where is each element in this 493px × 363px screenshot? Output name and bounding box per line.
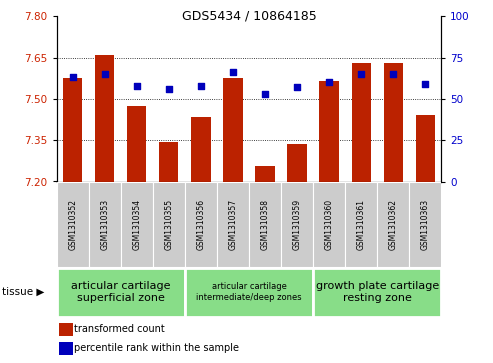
Point xyxy=(197,83,205,89)
Text: GDS5434 / 10864185: GDS5434 / 10864185 xyxy=(181,9,317,22)
Point xyxy=(293,85,301,90)
Text: GSM1310363: GSM1310363 xyxy=(421,199,430,250)
Text: GSM1310361: GSM1310361 xyxy=(356,199,366,250)
Bar xyxy=(63,78,82,182)
Bar xyxy=(249,182,281,267)
Bar xyxy=(287,144,307,182)
Point xyxy=(229,70,237,76)
Text: GSM1310354: GSM1310354 xyxy=(132,199,141,250)
Bar xyxy=(313,268,441,317)
Text: GSM1310355: GSM1310355 xyxy=(164,199,174,250)
Point xyxy=(421,81,429,87)
Bar xyxy=(352,63,371,182)
Text: GSM1310356: GSM1310356 xyxy=(196,199,206,250)
Bar xyxy=(345,182,377,267)
Text: GSM1310357: GSM1310357 xyxy=(228,199,238,250)
Bar xyxy=(185,182,217,267)
Text: percentile rank within the sample: percentile rank within the sample xyxy=(74,343,240,353)
Point xyxy=(389,71,397,77)
Text: GSM1310358: GSM1310358 xyxy=(260,199,270,250)
Point xyxy=(165,86,173,92)
Text: GSM1310359: GSM1310359 xyxy=(292,199,302,250)
Bar xyxy=(153,182,185,267)
Bar xyxy=(185,268,313,317)
Bar xyxy=(409,182,441,267)
Bar xyxy=(57,268,185,317)
Text: articular cartilage
superficial zone: articular cartilage superficial zone xyxy=(71,281,171,303)
Text: GSM1310353: GSM1310353 xyxy=(100,199,109,250)
Text: GSM1310362: GSM1310362 xyxy=(388,199,398,250)
Bar xyxy=(255,166,275,182)
Point xyxy=(325,79,333,85)
Bar xyxy=(59,342,73,355)
Point xyxy=(261,91,269,97)
Text: growth plate cartilage
resting zone: growth plate cartilage resting zone xyxy=(316,281,439,303)
Point xyxy=(101,71,108,77)
Bar xyxy=(416,115,435,182)
Bar xyxy=(95,55,114,182)
Bar xyxy=(59,323,73,337)
Bar xyxy=(377,182,409,267)
Bar xyxy=(217,182,249,267)
Bar xyxy=(127,106,146,182)
Bar xyxy=(121,182,153,267)
Bar xyxy=(159,142,178,182)
Point xyxy=(357,71,365,77)
Text: tissue ▶: tissue ▶ xyxy=(2,287,45,297)
Bar xyxy=(313,182,345,267)
Bar xyxy=(223,78,243,182)
Bar xyxy=(57,182,89,267)
Bar xyxy=(281,182,313,267)
Point xyxy=(133,83,141,89)
Text: articular cartilage
intermediate/deep zones: articular cartilage intermediate/deep zo… xyxy=(196,282,302,302)
Bar xyxy=(89,182,121,267)
Bar xyxy=(384,63,403,182)
Point xyxy=(69,74,77,80)
Text: transformed count: transformed count xyxy=(74,324,165,334)
Text: GSM1310352: GSM1310352 xyxy=(68,199,77,250)
Bar xyxy=(191,117,211,182)
Text: GSM1310360: GSM1310360 xyxy=(324,199,334,250)
Bar xyxy=(319,81,339,182)
